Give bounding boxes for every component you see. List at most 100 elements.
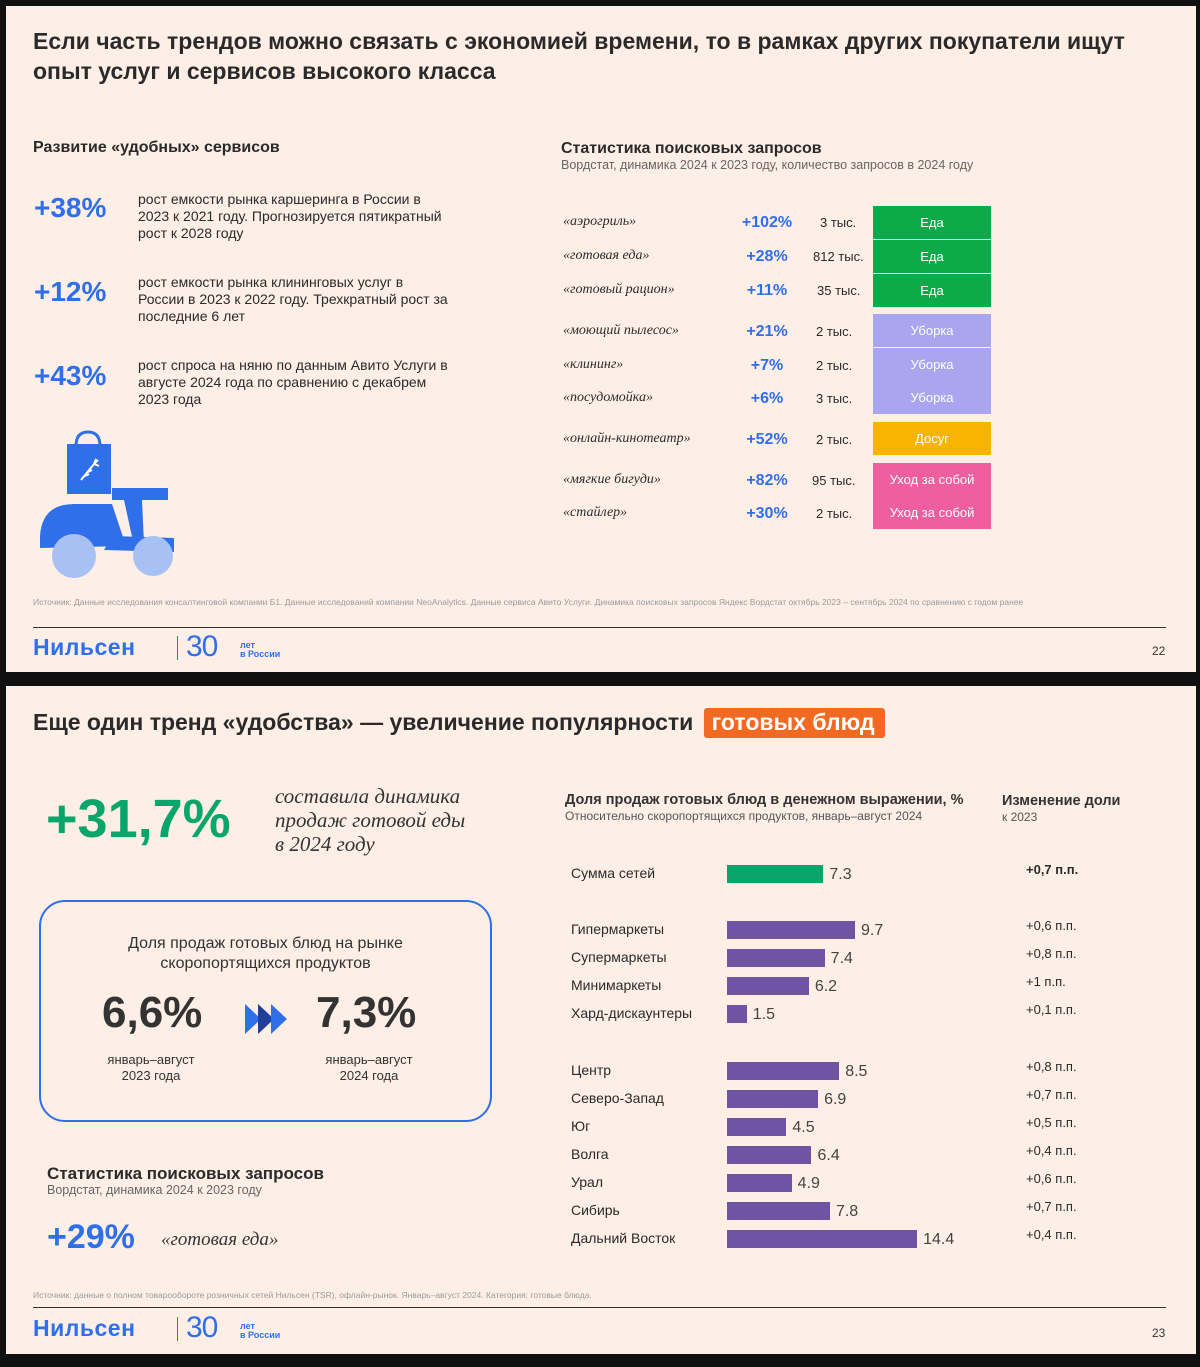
- bar: [727, 1230, 918, 1248]
- category-badge: Уборка: [873, 314, 991, 347]
- share-change-label: +0,6 п.п.: [1026, 1171, 1077, 1186]
- share-change-label: +0,4 п.п.: [1026, 1227, 1077, 1242]
- share-change-label: +1 п.п.: [1026, 974, 1066, 989]
- bar: [727, 865, 824, 883]
- bar-category-label: Сибирь: [571, 1202, 620, 1218]
- share-change-label: +0,4 п.п.: [1026, 1143, 1077, 1158]
- caption-line-1: составила динамика: [275, 784, 461, 808]
- table-row-keyword: «онлайн-кинотеатр»: [563, 431, 691, 446]
- bar-value-label: 4.9: [797, 1175, 820, 1192]
- share-box-title-line-1: Доля продаж готовых блюд на рынке: [128, 935, 403, 952]
- caption-line-2: продаж готовой еды: [275, 808, 466, 832]
- share-change-label: +0,7 п.п.: [1026, 1199, 1077, 1214]
- bar-category-label: Дальний Восток: [571, 1230, 676, 1246]
- bar-value-label: 6.4: [817, 1147, 840, 1164]
- logo-small-2: в России: [240, 1330, 281, 1340]
- slide-title: Еще один тренд «удобства» — увеличение п…: [33, 707, 885, 738]
- bar-category-label: Сумма сетей: [571, 865, 656, 881]
- category-badge: Уборка: [873, 381, 991, 414]
- logo-30: 30: [186, 1311, 218, 1344]
- right-subheading: Вордстат, динамика 2024 к 2023 году, кол…: [561, 158, 974, 172]
- bar-value-label: 1.5: [752, 1006, 776, 1023]
- table-row-count: 2 тыс.: [816, 506, 853, 521]
- search-keyword: «готовая еда»: [161, 1229, 279, 1250]
- stat-pct-3: +43%: [34, 360, 107, 391]
- nielsen-logo: Нильсен: [33, 1315, 136, 1341]
- table-row-keyword: «моющий пылесос»: [563, 323, 679, 338]
- share-change-label: +0,5 п.п.: [1026, 1115, 1077, 1130]
- stat-desc-3: рост спроса на няню по данным Авито Услу…: [138, 357, 448, 407]
- bar-value-label: 4.5: [792, 1119, 815, 1136]
- share-from-label: январь–август 2023 года: [81, 1052, 221, 1084]
- logo-divider: [177, 1317, 178, 1341]
- bar-value-label: 6.2: [814, 978, 838, 995]
- nielsen-logo: Нильсен: [33, 634, 136, 660]
- table-row-count: 95 тыс.: [812, 473, 856, 488]
- chart-title: Доля продаж готовых блюд в денежном выра…: [565, 792, 964, 808]
- search-subheading: Вордстат, динамика 2024 к 2023 году: [47, 1183, 262, 1197]
- logo-small-1: лет: [240, 1321, 255, 1331]
- bar-value-label: 9.7: [861, 922, 884, 939]
- right-heading: Статистика поисковых запросов: [561, 140, 822, 157]
- footer-divider: [33, 627, 1166, 628]
- table-row-dynamics: +82%: [746, 472, 788, 489]
- bar-category-label: Супермаркеты: [571, 949, 667, 965]
- bar: [727, 1090, 819, 1108]
- share-box-title: Доля продаж готовых блюд на рынке скороп…: [41, 934, 490, 974]
- logo-30: 30: [186, 630, 218, 663]
- share-to-value: 7,3%: [316, 988, 417, 1037]
- share-box: Доля продаж готовых блюд на рынке скороп…: [39, 900, 492, 1122]
- big-growth-pct: +31,7%: [46, 789, 231, 849]
- share-box-title-line-2: скоропортящихся продуктов: [160, 955, 371, 972]
- bar: [727, 1202, 830, 1220]
- source-note: Источник: данные о полном товарообороте …: [33, 1290, 592, 1300]
- bar-category-label: Северо-Запад: [571, 1090, 664, 1106]
- bar: [727, 1146, 812, 1164]
- table-row-dynamics: +52%: [746, 431, 788, 448]
- search-pct: +29%: [47, 1218, 135, 1256]
- stat-desc-1: рост емкости рынка каршеринга в России в…: [138, 191, 442, 241]
- table-row-keyword: «клининг»: [563, 357, 624, 372]
- share-to-label-1: январь–август: [325, 1052, 413, 1067]
- bar-category-label: Минимаркеты: [571, 977, 662, 993]
- table-row-count: 3 тыс.: [820, 215, 857, 230]
- bar: [727, 1118, 787, 1136]
- table-row-dynamics: +21%: [746, 323, 788, 340]
- table-row-count: 35 тыс.: [817, 283, 861, 298]
- share-change-label: +0,7 п.п.: [1026, 1087, 1077, 1102]
- slide-22: Если часть трендов можно связать с эконо…: [6, 6, 1196, 672]
- table-row-count: 2 тыс.: [816, 324, 853, 339]
- logo-divider: [177, 636, 178, 660]
- share-change-label: +0,8 п.п.: [1026, 1059, 1077, 1074]
- slide-title-text: Еще один тренд «удобства» — увеличение п…: [33, 709, 694, 735]
- search-heading: Статистика поисковых запросов: [47, 1164, 324, 1183]
- bar: [727, 921, 856, 939]
- source-note: Источник: Данные исследования консалтинг…: [33, 597, 1024, 607]
- table-row-keyword: «готовая еда»: [563, 248, 650, 263]
- table-row-count: 3 тыс.: [816, 391, 853, 406]
- category-badge: Еда: [873, 274, 991, 307]
- slide-title: Если часть трендов можно связать с эконо…: [33, 28, 1125, 84]
- chart-subtitle: Относительно скоропортящихся продуктов, …: [565, 809, 923, 823]
- table-row-keyword: «готовый рацион»: [563, 282, 675, 297]
- table-row-dynamics: +6%: [750, 390, 784, 407]
- table-row-keyword: «стайлер»: [563, 505, 628, 520]
- caption-line-3: в 2024 году: [275, 832, 375, 856]
- bar-value-label: 7.4: [830, 950, 853, 967]
- page-number: 23: [1152, 1326, 1166, 1340]
- stat-pct-2: +12%: [34, 276, 107, 307]
- delta-subheading: к 2023: [1002, 810, 1038, 824]
- bar-value-label: 6.9: [824, 1091, 847, 1108]
- share-change-label: +0,7 п.п.: [1026, 862, 1079, 877]
- share-from-label-1: январь–август: [107, 1052, 195, 1067]
- bar-category-label: Урал: [571, 1174, 604, 1190]
- bar: [727, 1174, 792, 1192]
- bar-value-label: 14.4: [923, 1231, 955, 1248]
- big-growth-caption: составила динамика продаж готовой еды в …: [275, 784, 465, 856]
- table-row-dynamics: +102%: [741, 214, 793, 231]
- table-row-dynamics: +28%: [746, 248, 788, 265]
- bar: [727, 977, 809, 995]
- bar-value-label: 7.8: [835, 1203, 859, 1220]
- stat-pct-1: +38%: [34, 192, 107, 223]
- footer-divider: [33, 1307, 1166, 1308]
